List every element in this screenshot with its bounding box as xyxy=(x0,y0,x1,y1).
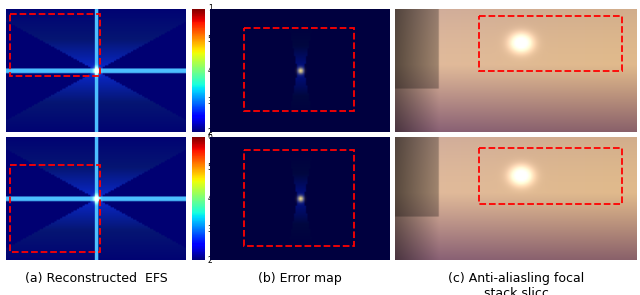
Text: 3: 3 xyxy=(208,97,212,106)
Bar xyxy=(244,28,354,112)
Text: 4: 4 xyxy=(208,66,212,75)
Bar xyxy=(479,16,623,71)
Bar xyxy=(10,165,100,252)
Text: (a) Reconstructed  EFS: (a) Reconstructed EFS xyxy=(24,272,167,285)
Bar xyxy=(244,150,354,246)
Text: 2: 2 xyxy=(208,128,212,137)
Text: 1: 1 xyxy=(208,4,212,13)
Text: 5: 5 xyxy=(208,163,212,172)
Text: (c) Anti-aliasling focal
stack slicc: (c) Anti-aliasling focal stack slicc xyxy=(448,272,584,295)
Text: (b) Error map: (b) Error map xyxy=(258,272,342,285)
Text: 6: 6 xyxy=(208,132,212,141)
Text: 4: 4 xyxy=(208,194,212,203)
Text: 2: 2 xyxy=(208,256,212,265)
Text: 3: 3 xyxy=(208,225,212,234)
Text: 5: 5 xyxy=(208,35,212,44)
Bar xyxy=(479,148,623,204)
Bar xyxy=(10,14,100,76)
